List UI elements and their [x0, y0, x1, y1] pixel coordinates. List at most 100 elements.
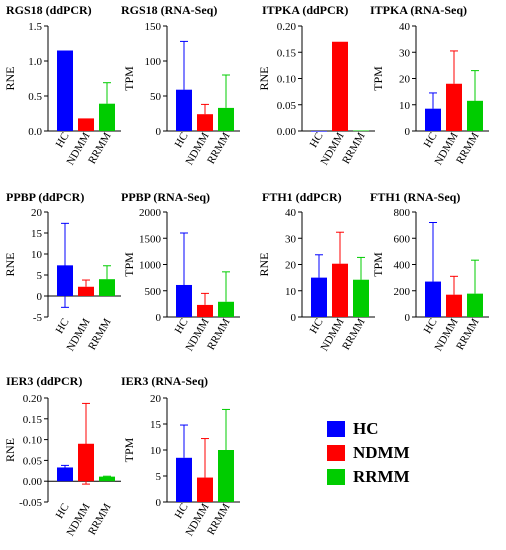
bar-hc: [57, 467, 73, 482]
x-tick-label: HC: [308, 131, 326, 150]
y-axis-label: RNE: [3, 253, 17, 277]
legend-swatch-rrmm: [327, 469, 345, 485]
y-axis-label: TPM: [371, 252, 385, 277]
y-tick-label: 5: [37, 270, 43, 282]
panel-title: FTH1 (RNA-Seq): [370, 190, 460, 204]
bar-hc: [425, 108, 441, 131]
panel-title: IER3 (RNA-Seq): [121, 374, 208, 388]
y-tick-label: 1500: [139, 233, 162, 245]
y-tick-label: 50: [150, 91, 162, 103]
panel-title: ITPKA (ddPCR): [262, 3, 348, 17]
y-tick-label: 10: [150, 445, 162, 457]
panel-title: IER3 (ddPCR): [6, 374, 82, 388]
y-tick-label: 40: [399, 21, 411, 33]
y-tick-label: 0: [156, 312, 162, 324]
bar-hc: [425, 281, 441, 317]
x-tick-label: HC: [422, 131, 440, 150]
x-tick-label: HC: [422, 317, 440, 336]
bar-hc: [57, 50, 73, 131]
y-tick-label: 30: [285, 233, 297, 245]
bar-ndmm: [332, 263, 348, 317]
y-tick-label: 5: [156, 471, 162, 483]
bar-ndmm: [197, 114, 213, 131]
y-tick-label: 0.05: [23, 455, 43, 467]
bar-rrmm: [353, 279, 369, 317]
x-tick-label: HC: [308, 317, 326, 336]
y-tick-label: 100: [145, 56, 162, 68]
x-tick-label: HC: [173, 131, 191, 150]
y-tick-label: 0: [37, 291, 43, 303]
y-tick-label: 0.15: [23, 414, 43, 426]
bar-hc: [176, 457, 192, 502]
y-tick-label: 0.5: [28, 91, 42, 103]
bar-rrmm: [218, 450, 234, 502]
bar-rrmm: [99, 103, 115, 131]
bar-ndmm: [197, 477, 213, 502]
panel-title: ITPKA (RNA-Seq): [370, 3, 467, 17]
panel-5: PPBP (RNA-Seq)TPM0500100015002000HCNDMMR…: [121, 190, 240, 353]
bar-ndmm: [78, 118, 94, 131]
y-tick-label: 20: [31, 207, 43, 219]
y-tick-label: 15: [31, 228, 43, 240]
y-tick-label: 10: [285, 286, 297, 298]
y-tick-label: 600: [394, 233, 411, 245]
y-tick-label: 20: [150, 393, 162, 405]
y-tick-label: 2000: [139, 207, 162, 219]
y-tick-label: 1.0: [28, 56, 42, 68]
y-tick-label: 150: [145, 21, 162, 33]
legend-item-ndmm: NDMM: [327, 443, 410, 463]
y-tick-label: 0.10: [23, 435, 43, 447]
bar-hc: [311, 277, 327, 317]
panel-2: ITPKA (ddPCR)RNE0.000.050.100.150.20HCND…: [257, 3, 375, 167]
y-axis-label: RNE: [3, 438, 17, 462]
y-tick-label: 0: [156, 126, 162, 138]
y-tick-label: -0.05: [19, 497, 42, 509]
bar-ndmm: [446, 294, 462, 317]
y-tick-label: 0: [405, 126, 411, 138]
y-tick-label: 400: [394, 260, 411, 272]
y-tick-label: 0.10: [277, 74, 297, 86]
y-axis-label: RNE: [257, 253, 271, 277]
y-tick-label: 0.0: [28, 126, 42, 138]
y-tick-label: 0.20: [23, 393, 43, 405]
y-tick-label: 40: [285, 207, 297, 219]
y-tick-label: 500: [145, 286, 162, 298]
bar-rrmm: [99, 476, 115, 482]
bar-hc: [311, 131, 327, 132]
x-tick-label: HC: [54, 131, 72, 150]
y-axis-label: TPM: [371, 66, 385, 91]
y-tick-label: 30: [399, 47, 411, 59]
bar-rrmm: [99, 279, 115, 296]
y-tick-label: 0.05: [277, 100, 297, 112]
y-tick-label: 15: [150, 419, 162, 431]
bar-rrmm: [218, 107, 234, 131]
legend-label-rrmm: RRMM: [353, 467, 410, 486]
y-tick-label: 10: [399, 100, 411, 112]
y-tick-label: 200: [394, 286, 411, 298]
bar-hc: [176, 284, 192, 317]
x-tick-label: HC: [54, 317, 72, 336]
panel-8: IER3 (ddPCR) RNE -0.05 0.00 0.05 0.10 0.15 0.20…: [3, 374, 121, 538]
y-tick-label: 20: [399, 74, 411, 86]
bar-ndmm: [446, 83, 462, 131]
y-tick-label: 0: [291, 312, 297, 324]
panel-title: RGS18 (ddPCR): [6, 3, 92, 17]
bar-rrmm: [467, 293, 483, 317]
panel-title: PPBP (RNA-Seq): [121, 190, 210, 204]
y-axis-label: TPM: [122, 252, 136, 277]
bar-rrmm: [467, 100, 483, 131]
legend: HC NDMM RRMM: [327, 419, 410, 491]
legend-label-ndmm: NDMM: [353, 443, 410, 462]
y-axis-label: TPM: [122, 437, 136, 462]
bar-ndmm: [197, 304, 213, 317]
x-tick-label: HC: [173, 502, 191, 521]
y-tick-label: -5: [33, 312, 43, 324]
y-tick-label: 1000: [139, 260, 162, 272]
panel-title: RGS18 (RNA-Seq): [121, 3, 217, 17]
